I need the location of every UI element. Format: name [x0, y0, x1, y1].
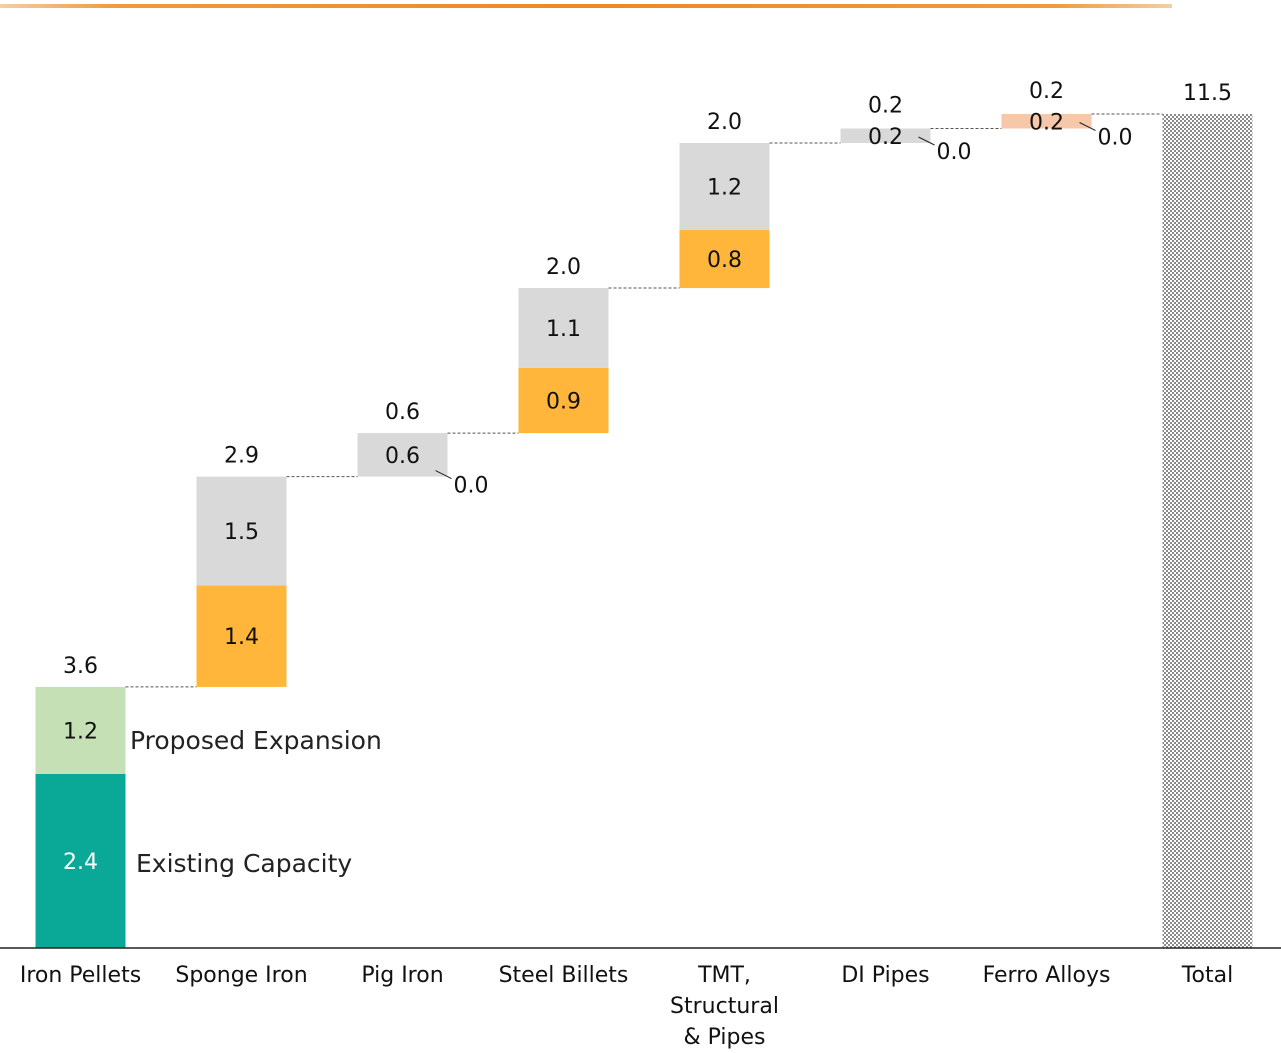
label-existing-2-leader — [435, 470, 452, 480]
bar-expansion-3 — [518, 288, 609, 368]
label-existing-6: 0.2 — [1029, 110, 1064, 135]
bar-expansion-2 — [357, 433, 448, 477]
bar-existing-6 — [1001, 114, 1092, 129]
bar-existing-1 — [196, 585, 287, 687]
bar-total — [1162, 114, 1253, 948]
label-existing-0: 2.4 — [63, 850, 98, 875]
label-expansion-1: 1.5 — [224, 520, 259, 545]
label-total-0: 3.6 — [63, 654, 98, 679]
label-existing-3: 0.9 — [546, 389, 581, 414]
bar-expansion-1 — [196, 476, 287, 586]
category-label-7: Total — [1181, 963, 1233, 988]
label-total-6: 0.2 — [1029, 79, 1064, 104]
label-total-4: 2.0 — [707, 110, 742, 135]
category-label-0: Iron Pellets — [20, 963, 141, 988]
label-total-1: 2.9 — [224, 444, 259, 469]
bar-existing-3 — [518, 367, 609, 434]
category-label-6: Ferro Alloys — [983, 963, 1111, 988]
label-existing-4: 0.8 — [707, 248, 742, 273]
label-total-2: 0.6 — [385, 400, 420, 425]
connector-lines — [125, 113, 1163, 688]
label-expansion-3: 1.1 — [546, 317, 581, 342]
label-expansion-2: 0.6 — [385, 444, 420, 469]
category-label-4-line-1: Structural — [670, 994, 779, 1019]
label-expansion-6: 0.0 — [1098, 126, 1133, 151]
category-label-2: Pig Iron — [361, 963, 443, 988]
label-total-3: 2.0 — [546, 255, 581, 280]
label-existing-2: 0.0 — [454, 474, 489, 499]
label-expansion-6-leader — [1079, 122, 1096, 131]
category-label-4-line-2: & Pipes — [683, 1025, 765, 1050]
label-expansion-4: 1.2 — [707, 176, 742, 201]
category-label-4-line-0: TMT, — [697, 963, 751, 988]
bar-expansion-0 — [35, 686, 126, 774]
label-expansion-5: 0.2 — [868, 125, 903, 150]
data-labels-group: 2.4 1.2 3.6 1.4 1.5 2.9 0.0 0.6 0.6 0.9 1.1 2.0 0.8 1… — [63, 79, 1232, 875]
label-expansion-0: 1.2 — [63, 719, 98, 744]
category-label-5: DI Pipes — [841, 963, 929, 988]
bar-expansion-4 — [679, 143, 770, 231]
category-labels-group: Iron Pellets Sponge Iron Pig Iron Steel Bil… — [20, 963, 1233, 1050]
bar-expansion-5 — [840, 128, 931, 144]
label-total-5: 0.2 — [868, 94, 903, 119]
bar-existing-4 — [679, 230, 770, 289]
bar-existing-0 — [35, 773, 126, 948]
annotation-existing-capacity: Existing Capacity — [136, 849, 352, 878]
category-label-1: Sponge Iron — [175, 963, 307, 988]
label-total-7: 11.5 — [1183, 81, 1232, 106]
category-label-3: Steel Billets — [499, 963, 629, 988]
label-existing-5: 0.0 — [937, 140, 972, 165]
annotation-proposed-expansion: Proposed Expansion — [130, 726, 382, 755]
header-accent-bar — [0, 4, 1172, 8]
bars-group — [35, 114, 1253, 948]
label-existing-5-leader — [918, 136, 935, 146]
label-existing-1: 1.4 — [224, 625, 259, 650]
